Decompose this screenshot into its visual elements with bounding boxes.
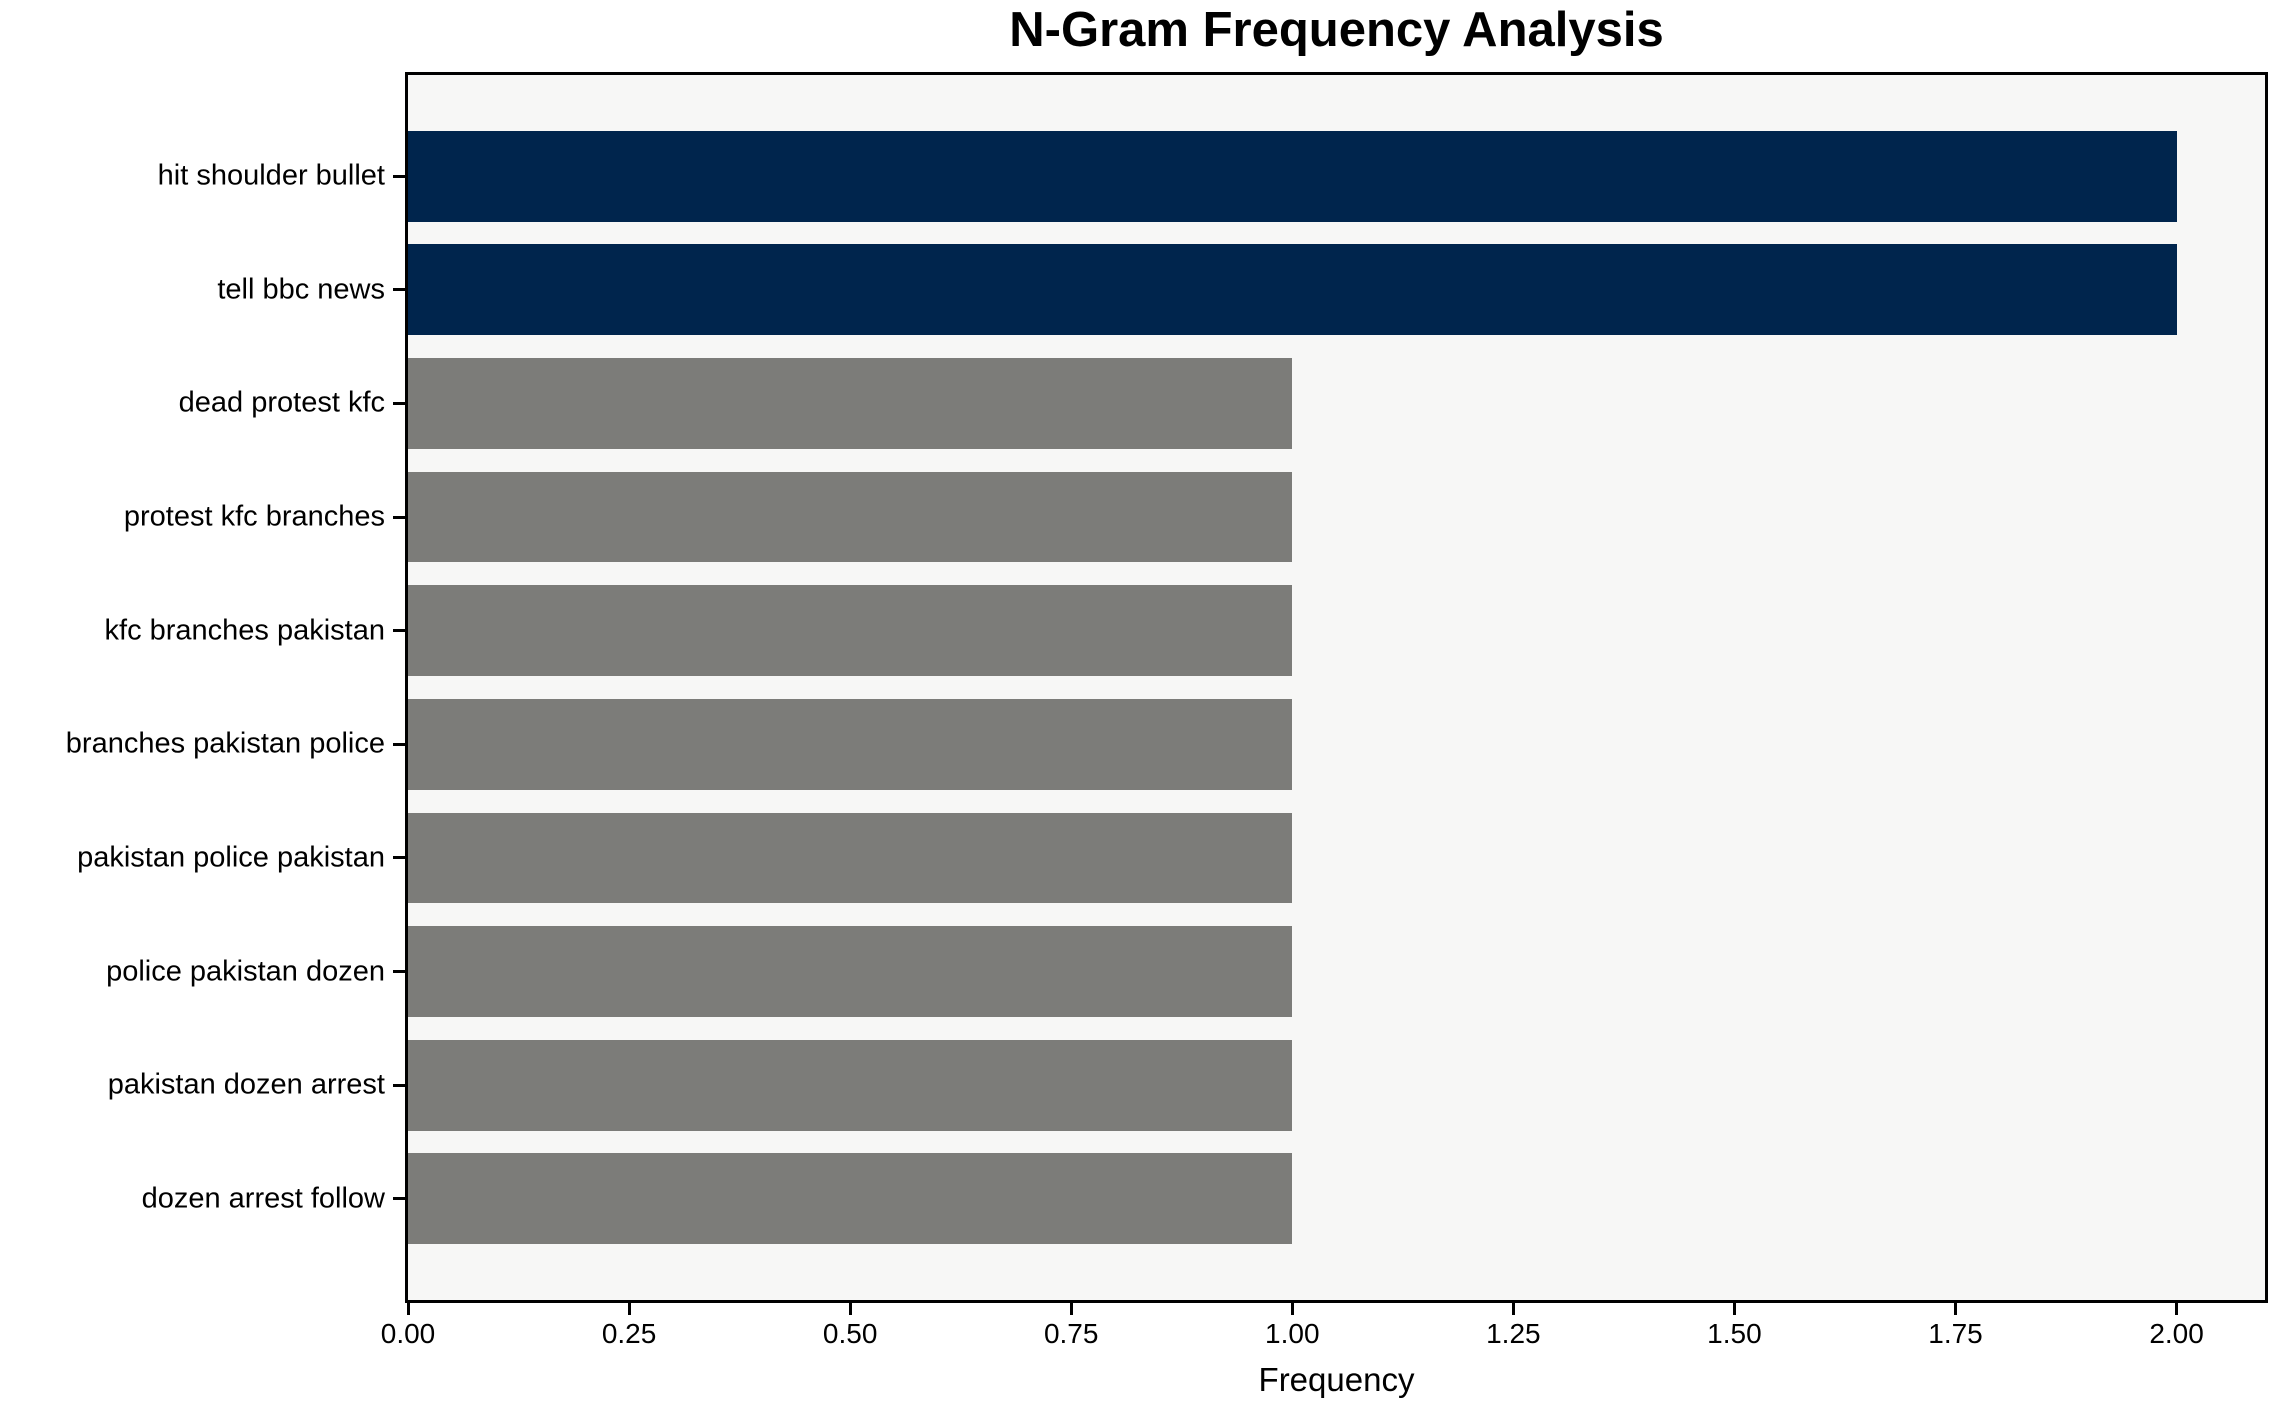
x-tick-label: 0.50 — [822, 1318, 878, 1349]
plot-area — [405, 72, 2268, 1303]
y-tick-mark — [393, 742, 405, 746]
bar-tell-bbc-news — [408, 244, 2177, 336]
bar-pakistan-police-pakistan — [408, 812, 1293, 904]
y-tick-mark — [393, 629, 405, 633]
y-tick-label: dozen arrest follow — [141, 1182, 385, 1215]
x-tick-mark — [848, 1303, 852, 1315]
y-tick-mark — [393, 515, 405, 519]
y-tick-mark — [393, 174, 405, 178]
x-tick-mark — [406, 1303, 410, 1315]
x-tick-mark — [1290, 1303, 1294, 1315]
bar-dead-protest-kfc — [408, 357, 1293, 449]
y-tick-mark — [393, 1083, 405, 1087]
y-tick-label: police pakistan dozen — [106, 955, 385, 988]
x-tick-label: 2.00 — [2149, 1318, 2204, 1349]
x-tick-label: 1.75 — [1928, 1318, 1983, 1349]
y-tick-label: protest kfc branches — [123, 500, 385, 533]
x-tick-label: 0.75 — [1043, 1318, 1099, 1349]
bar-hit-shoulder-bullet — [408, 130, 2177, 222]
x-tick-label: 0.00 — [380, 1318, 436, 1349]
x-tick-mark — [1069, 1303, 1073, 1315]
x-tick-label: 1.50 — [1707, 1318, 1762, 1349]
chart-title: N-Gram Frequency Analysis — [1009, 3, 1664, 57]
bar-dozen-arrest-follow — [408, 1153, 1293, 1245]
y-tick-mark — [393, 401, 405, 405]
y-tick-label: branches pakistan police — [65, 727, 385, 760]
x-tick-label: 1.25 — [1486, 1318, 1541, 1349]
x-tick-label: 1.00 — [1265, 1318, 1320, 1349]
y-tick-label: pakistan dozen arrest — [107, 1068, 385, 1101]
bar-kfc-branches-pakistan — [408, 585, 1293, 677]
bar-protest-kfc-branches — [408, 471, 1293, 563]
y-tick-label: dead protest kfc — [178, 386, 385, 419]
x-tick-label: 0.25 — [601, 1318, 657, 1349]
x-tick-mark — [627, 1303, 631, 1315]
y-tick-mark — [393, 1197, 405, 1201]
y-tick-label: hit shoulder bullet — [157, 159, 385, 192]
bar-pakistan-dozen-arrest — [408, 1039, 1293, 1131]
x-axis-label: Frequency — [1258, 1361, 1415, 1398]
y-tick-mark — [393, 856, 405, 860]
x-tick-mark — [1954, 1303, 1957, 1315]
x-tick-mark — [2175, 1303, 2179, 1315]
x-tick-mark — [1511, 1303, 1515, 1315]
y-tick-mark — [393, 288, 405, 292]
y-tick-label: pakistan police pakistan — [77, 841, 385, 874]
y-tick-label: kfc branches pakistan — [104, 614, 385, 647]
bar-police-pakistan-dozen — [408, 926, 1293, 1018]
bar-branches-pakistan-police — [408, 698, 1293, 790]
x-tick-mark — [1732, 1303, 1736, 1315]
y-tick-mark — [393, 970, 405, 974]
y-tick-label: tell bbc news — [217, 273, 385, 306]
